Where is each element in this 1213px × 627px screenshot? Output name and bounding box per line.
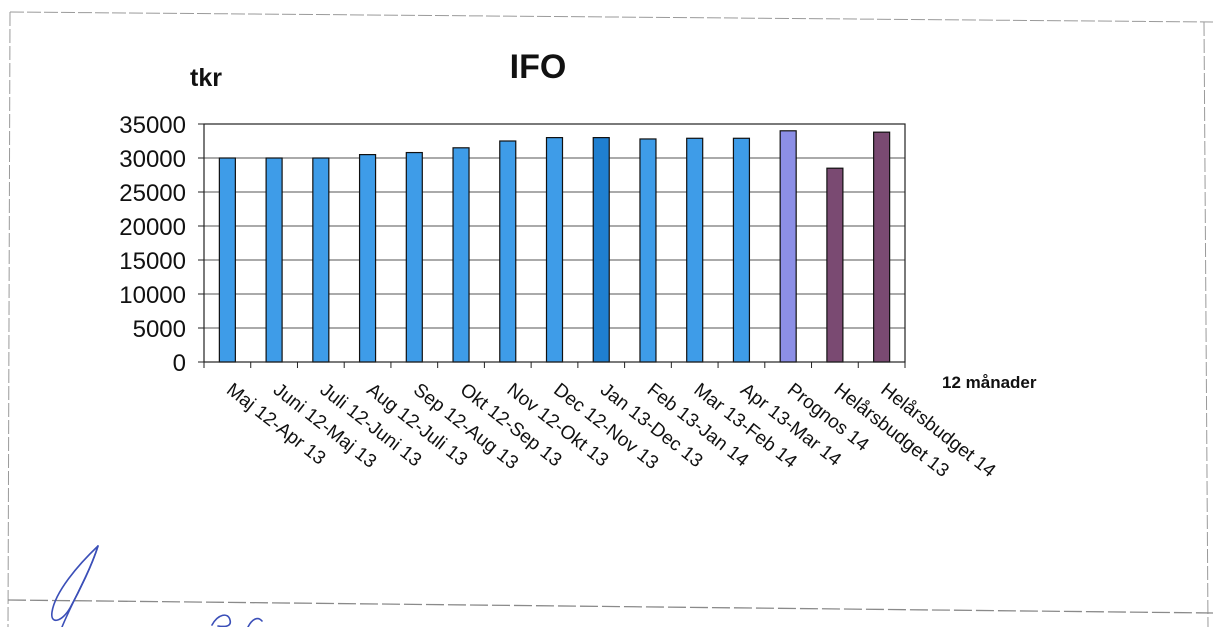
chart-title: IFO xyxy=(510,48,567,86)
page-border-top xyxy=(9,11,1213,23)
y-tick-label: 10000 xyxy=(119,282,186,309)
axes xyxy=(198,123,906,368)
x-axis-label: 12 månader xyxy=(942,373,1037,392)
bar xyxy=(452,147,470,363)
y-axis-label: tkr xyxy=(190,64,222,92)
bar xyxy=(826,167,844,363)
y-tick-labels: 0 5000 10000 15000 20000 25000 30000 35000 xyxy=(119,112,186,377)
bar xyxy=(639,138,657,363)
bar xyxy=(405,151,423,363)
y-tick-label: 25000 xyxy=(119,180,186,207)
page-border-bottom xyxy=(7,599,1213,614)
signature xyxy=(51,545,263,627)
bar xyxy=(545,137,564,363)
bar xyxy=(358,154,377,363)
bar xyxy=(779,130,797,363)
plot-area-frame xyxy=(203,123,906,363)
bars xyxy=(218,130,891,363)
page-border-left xyxy=(7,11,11,627)
page-border-right xyxy=(1203,21,1209,627)
y-tick-label: 30000 xyxy=(119,146,186,173)
bar xyxy=(312,157,330,363)
y-tick-label: 15000 xyxy=(119,248,186,275)
bar xyxy=(218,157,236,363)
bar xyxy=(265,157,283,363)
y-tick-label: 35000 xyxy=(119,112,186,139)
y-tick-label: 0 xyxy=(173,350,186,377)
bar xyxy=(499,140,517,363)
bar xyxy=(732,137,751,363)
bar xyxy=(592,137,610,363)
y-tick-label: 5000 xyxy=(133,316,186,343)
bar xyxy=(873,131,891,363)
bar xyxy=(686,137,704,363)
y-tick-label: 20000 xyxy=(119,214,186,241)
